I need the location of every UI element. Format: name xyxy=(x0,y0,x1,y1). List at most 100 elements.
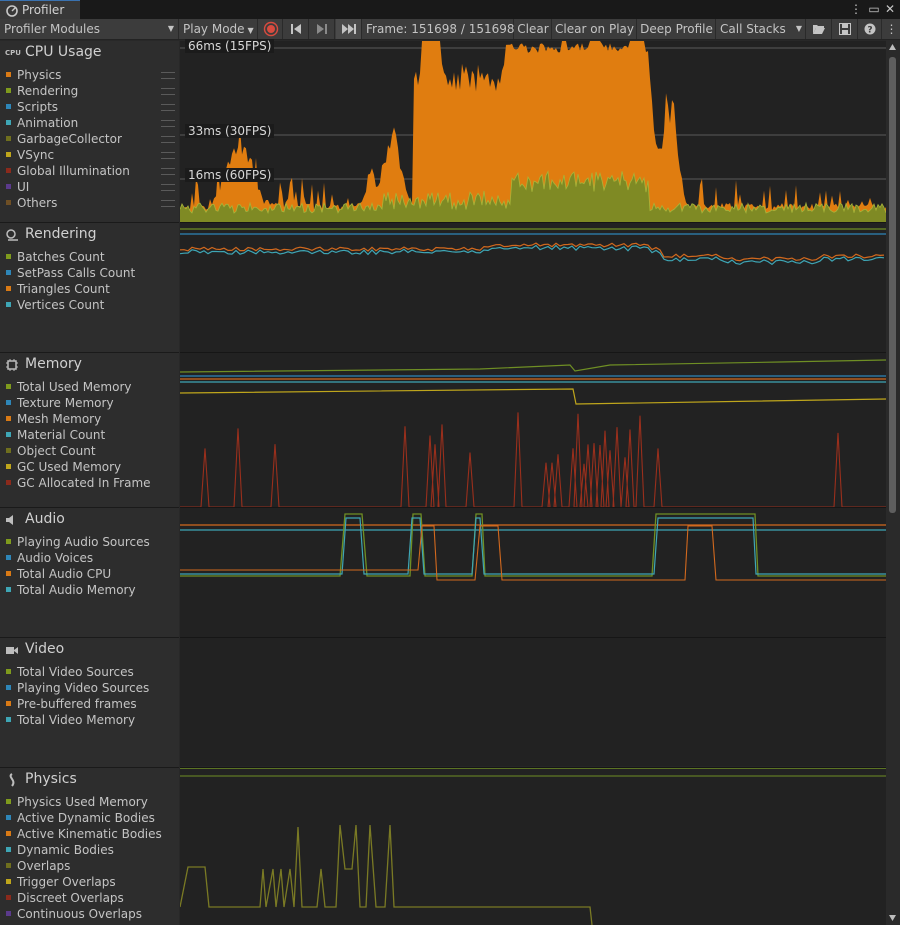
memory-chart[interactable] xyxy=(180,353,886,508)
legend-item[interactable]: Total Audio CPU xyxy=(0,566,179,582)
legend-item[interactable]: GC Allocated In Frame xyxy=(0,475,179,491)
legend-item[interactable]: Overlaps xyxy=(0,858,179,874)
legend-item[interactable]: Material Count xyxy=(0,427,179,443)
legend-item[interactable]: Discreet Overlaps xyxy=(0,890,179,906)
current-frame-button[interactable] xyxy=(336,19,362,39)
rendering-line xyxy=(180,170,886,215)
legend-item[interactable]: VSync xyxy=(0,147,179,163)
rendering-chart[interactable] xyxy=(180,223,886,353)
kebab-icon[interactable]: ⋮ xyxy=(850,2,862,16)
save-button[interactable] xyxy=(833,19,858,39)
legend-item[interactable]: Pre-buffered frames xyxy=(0,696,179,712)
legend-swatch xyxy=(6,416,11,421)
legend-item[interactable]: Rendering xyxy=(0,83,179,99)
clear-on-play-button[interactable]: Clear on Play xyxy=(553,19,637,39)
legend-item[interactable]: Scripts xyxy=(0,99,179,115)
legend-label: Pre-buffered frames xyxy=(17,697,137,711)
maximize-icon[interactable]: ▭ xyxy=(868,2,880,16)
next-frame-button[interactable] xyxy=(310,19,335,39)
legend-item[interactable]: Active Dynamic Bodies xyxy=(0,810,179,826)
legend-swatch xyxy=(6,168,11,173)
legend-swatch xyxy=(6,863,11,868)
load-button[interactable] xyxy=(807,19,832,39)
physics-area xyxy=(180,41,886,222)
video-title: Video xyxy=(25,641,65,657)
profiler-tab[interactable]: Profiler xyxy=(0,0,80,19)
legend-item[interactable]: Texture Memory xyxy=(0,395,179,411)
legend-item[interactable]: Playing Video Sources xyxy=(0,680,179,696)
call-stacks-dropdown[interactable]: Call Stacks ▼ xyxy=(717,19,806,39)
legend-item[interactable]: Mesh Memory xyxy=(0,411,179,427)
drag-handle-icon[interactable] xyxy=(161,88,175,95)
legend-item[interactable]: Total Video Memory xyxy=(0,712,179,728)
legend-item[interactable]: SetPass Calls Count xyxy=(0,265,179,281)
video-module[interactable]: Video Total Video Sources Playing Video S… xyxy=(0,638,179,768)
drag-handle-icon[interactable] xyxy=(161,200,175,207)
physics-module[interactable]: Physics Physics Used Memory Active Dynami… xyxy=(0,768,179,925)
play-mode-dropdown[interactable]: Play Mode ▼ xyxy=(180,19,258,39)
legend-item[interactable]: Physics xyxy=(0,67,179,83)
legend-label: Vertices Count xyxy=(17,298,105,312)
scrollbar-thumb[interactable] xyxy=(889,57,896,513)
physics-title: Physics xyxy=(25,771,77,787)
legend-swatch xyxy=(6,72,11,77)
drag-handle-icon[interactable] xyxy=(161,184,175,191)
legend-swatch xyxy=(6,815,11,820)
legend-label: Playing Audio Sources xyxy=(17,535,150,549)
help-button[interactable]: ? xyxy=(859,19,882,39)
legend-swatch xyxy=(6,286,11,291)
drag-handle-icon[interactable] xyxy=(161,72,175,79)
legend-item[interactable]: Total Video Sources xyxy=(0,664,179,680)
profiler-tab-icon xyxy=(6,5,18,17)
memory-chip-icon xyxy=(6,359,18,371)
legend-item[interactable]: Physics Used Memory xyxy=(0,794,179,810)
legend-item[interactable]: Total Audio Memory xyxy=(0,582,179,598)
legend-label: Global Illumination xyxy=(17,164,130,178)
drag-handle-icon[interactable] xyxy=(161,104,175,111)
legend-item[interactable]: UI xyxy=(0,179,179,195)
legend-item[interactable]: Dynamic Bodies xyxy=(0,842,179,858)
audio-chart[interactable] xyxy=(180,508,886,638)
legend-item[interactable]: Global Illumination xyxy=(0,163,179,179)
deep-profile-button[interactable]: Deep Profile xyxy=(638,19,716,39)
legend-item[interactable]: GarbageCollector xyxy=(0,131,179,147)
legend-item[interactable]: Batches Count xyxy=(0,249,179,265)
legend-item[interactable]: Others xyxy=(0,195,179,211)
legend-item[interactable]: Triangles Count xyxy=(0,281,179,297)
legend-item[interactable]: Trigger Overlaps xyxy=(0,874,179,890)
legend-swatch xyxy=(6,270,11,275)
drag-handle-icon[interactable] xyxy=(161,136,175,143)
legend-item[interactable]: Animation xyxy=(0,115,179,131)
video-chart[interactable] xyxy=(180,638,886,768)
rendering-module[interactable]: Rendering Batches Count SetPass Calls Cou… xyxy=(0,223,179,353)
legend-item[interactable]: Active Kinematic Bodies xyxy=(0,826,179,842)
close-icon[interactable]: ✕ xyxy=(884,2,896,16)
legend-item[interactable]: GC Used Memory xyxy=(0,459,179,475)
legend-item[interactable]: Playing Audio Sources xyxy=(0,534,179,550)
legend-label: Discreet Overlaps xyxy=(17,891,124,905)
title-bar: Profiler ⋮ ▭ ✕ xyxy=(0,0,900,19)
drag-handle-icon[interactable] xyxy=(161,168,175,175)
legend-item[interactable]: Object Count xyxy=(0,443,179,459)
marker-66ms: 66ms (15FPS) xyxy=(185,39,275,53)
record-button[interactable] xyxy=(259,19,283,39)
clear-button[interactable]: Clear xyxy=(515,19,552,39)
scroll-up-icon[interactable] xyxy=(888,43,897,51)
scroll-down-icon[interactable] xyxy=(888,914,897,922)
profiler-modules-dropdown[interactable]: Profiler Modules ▼ xyxy=(0,19,179,39)
previous-frame-button[interactable] xyxy=(284,19,309,39)
cpu-usage-chart[interactable] xyxy=(180,41,886,223)
legend-item[interactable]: Audio Voices xyxy=(0,550,179,566)
drag-handle-icon[interactable] xyxy=(161,120,175,127)
drag-handle-icon[interactable] xyxy=(161,152,175,159)
step-back-icon xyxy=(291,24,301,34)
cpu-usage-module[interactable]: CPU CPU Usage Physics Rendering Scripts Ani… xyxy=(0,41,179,223)
audio-voices-line xyxy=(180,517,886,575)
audio-module[interactable]: Audio Playing Audio Sources Audio Voices T… xyxy=(0,508,179,638)
toolbar-menu-button[interactable]: ⋮ xyxy=(883,19,900,39)
memory-module[interactable]: Memory Total Used Memory Texture Memory Me… xyxy=(0,353,179,508)
physics-chart[interactable] xyxy=(180,768,886,925)
legend-item[interactable]: Total Used Memory xyxy=(0,379,179,395)
legend-item[interactable]: Vertices Count xyxy=(0,297,179,313)
legend-item[interactable]: Continuous Overlaps xyxy=(0,906,179,922)
